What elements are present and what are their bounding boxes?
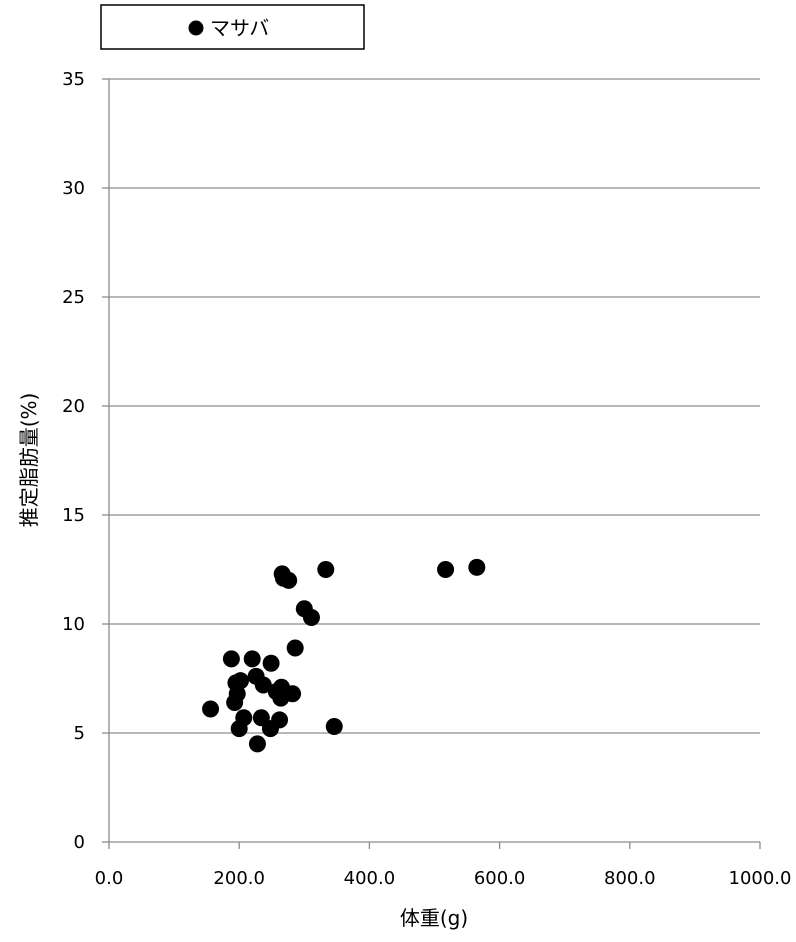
- data-point: [222, 650, 240, 668]
- data-point: [232, 672, 250, 690]
- data-point: [235, 709, 253, 727]
- y-tick-label: 20: [62, 396, 85, 417]
- x-tick-label: 200.0: [213, 868, 265, 889]
- x-tick-label: 600.0: [474, 868, 526, 889]
- data-point: [243, 650, 261, 668]
- x-tick-label: 800.0: [604, 868, 656, 889]
- y-axis-title: 推定脂肪量(%): [17, 393, 41, 528]
- data-point: [302, 608, 320, 626]
- legend-marker-icon: [188, 20, 204, 36]
- y-tick-label: 25: [62, 287, 85, 308]
- data-point: [317, 561, 335, 578]
- x-axis-title: 体重(g): [400, 906, 468, 930]
- y-tick-label: 5: [74, 723, 85, 744]
- y-tick-label: 35: [62, 69, 85, 90]
- data-point: [202, 700, 220, 718]
- y-tick-label: 10: [62, 614, 85, 635]
- data-point: [254, 676, 272, 694]
- x-tick-label: 400.0: [344, 868, 396, 889]
- data-point: [248, 735, 266, 753]
- y-tick-label: 0: [74, 832, 85, 853]
- x-tick-label: 0.0: [95, 868, 124, 889]
- gridlines: [109, 78, 760, 734]
- axes: 0 5 10 15 20 25 30 35 0.0 200.0 400.0 600.0 800.0 100…: [62, 69, 791, 889]
- data-point: [325, 717, 343, 735]
- data-point: [280, 571, 298, 589]
- legend-box: [100, 4, 365, 50]
- data-point: [284, 685, 302, 703]
- data-point: [437, 561, 455, 578]
- legend: マサバ: [100, 4, 365, 50]
- data-point: [271, 711, 289, 729]
- legend-label: マサバ: [210, 16, 269, 40]
- data-point: [262, 654, 280, 672]
- y-tick-label: 30: [62, 178, 85, 199]
- data-point: [286, 639, 304, 657]
- data-points: [202, 558, 486, 753]
- x-tick-label: 1000.0: [729, 868, 792, 889]
- data-point: [468, 558, 486, 576]
- y-tick-label: 15: [62, 505, 85, 526]
- data-point: [228, 685, 246, 703]
